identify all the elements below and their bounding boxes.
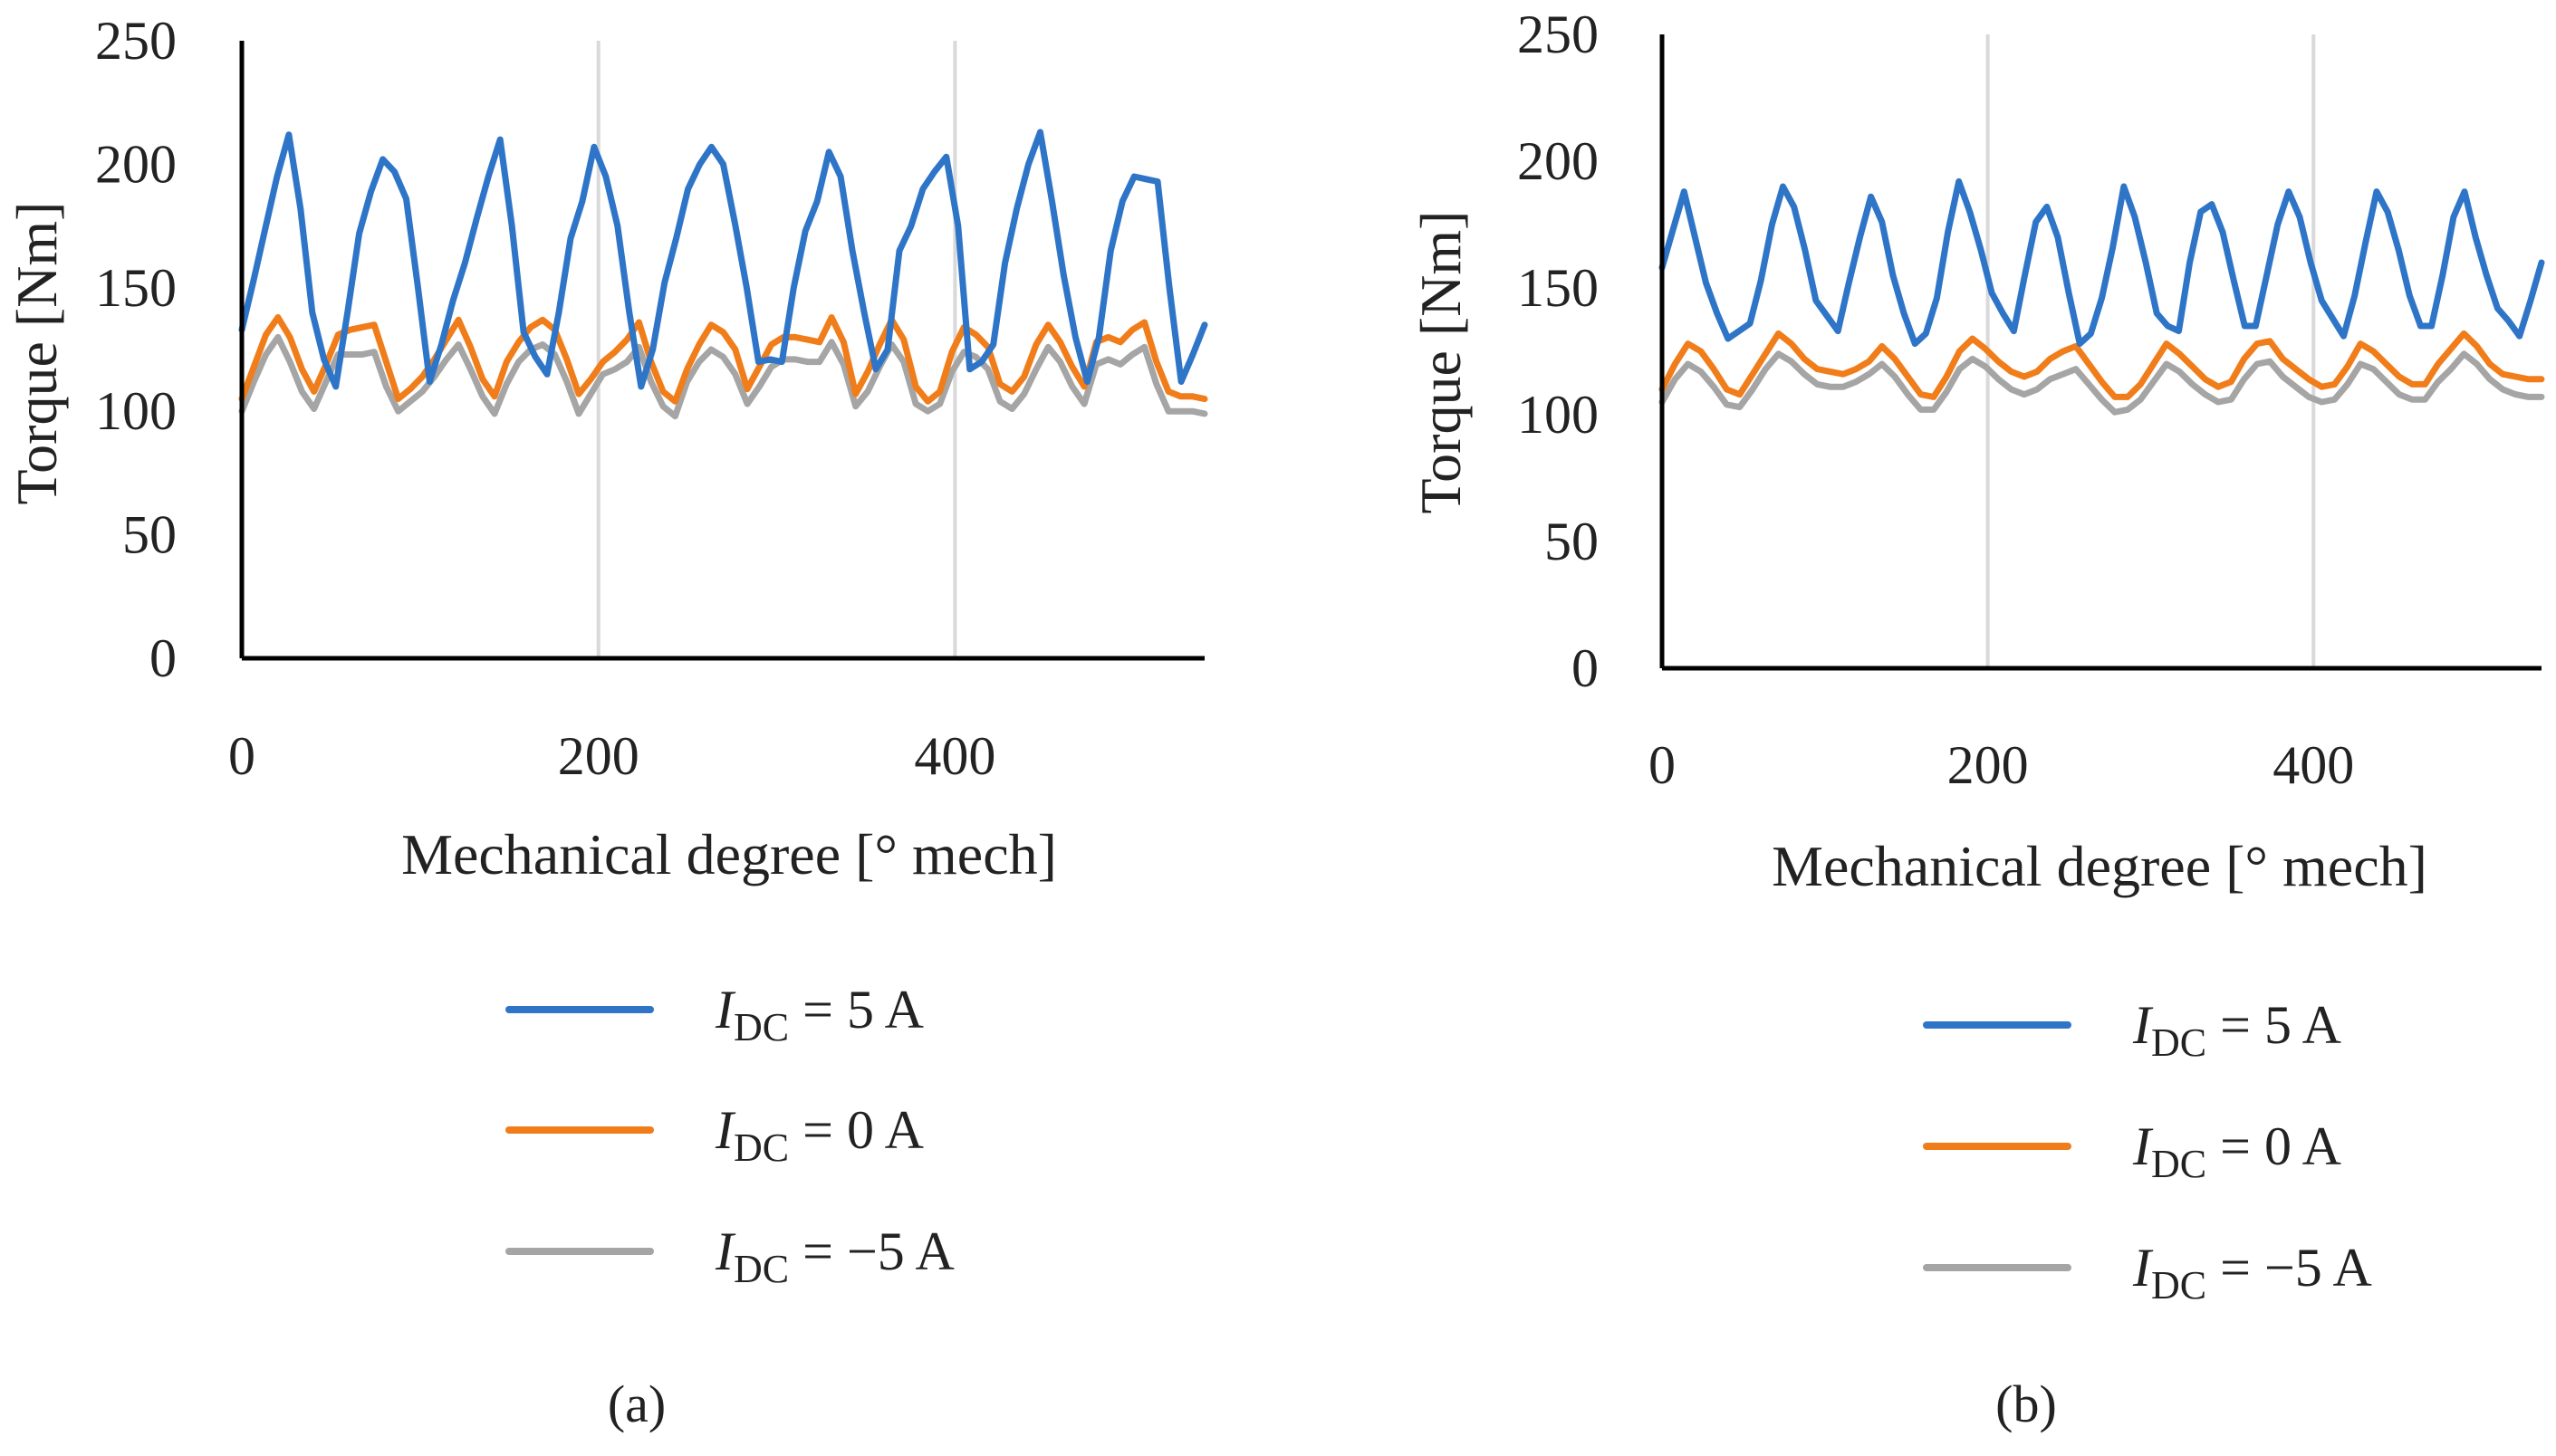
panel-b-series-line-1 [1658, 330, 2545, 400]
panel-b-gridlines [1985, 34, 2316, 668]
panel-a-x-tick-label-400: 400 [914, 726, 995, 786]
panel-b-legend-item-2: IDC = −5 A [1923, 1238, 2372, 1308]
panel-b-x-axis-label: Mechanical degree [° mech] [1772, 834, 2427, 898]
panel-b-series-line-0 [1658, 177, 2545, 348]
panel-b-y-tick-label-150: 150 [1517, 258, 1599, 318]
panel-a-legend-item-1: IDC = 0 A [505, 1100, 924, 1170]
panel-b-legend-label-0: IDC = 5 A [2132, 995, 2341, 1065]
panel-a-series-line-2 [238, 333, 1208, 420]
panel-a-x-tick-labels: 0 200 400 [228, 726, 995, 786]
panel-b-series [1658, 177, 2545, 416]
panel-a-y-tick-label-250: 250 [95, 11, 177, 71]
panel-b-y-tick-label-250: 250 [1517, 5, 1599, 64]
panel-a-y-tick-label-100: 100 [95, 381, 177, 441]
panel-a: 0 50 100 150 200 250 0 200 400 Mechanical degre… [5, 11, 1208, 1433]
panel-b-x-tick-label-200: 200 [1947, 735, 2029, 795]
panel-b-legend-label-1: IDC = 0 A [2132, 1116, 2341, 1186]
panel-b-y-tick-labels: 0 50 100 150 200 250 [1517, 5, 1599, 698]
panel-a-y-tick-labels: 0 50 100 150 200 250 [95, 11, 177, 688]
panel-a-series-line-1 [238, 314, 1208, 405]
panel-b-y-tick-label-0: 0 [1571, 638, 1599, 698]
panel-a-x-tick-label-200: 200 [558, 726, 639, 786]
panel-a-series-line-0 [238, 129, 1208, 390]
panel-a-legend-item-0: IDC = 5 A [505, 980, 924, 1049]
panel-b: 0 50 100 150 200 250 0 200 400 Mechanical degre… [1408, 5, 2545, 1433]
panel-a-label: (a) [608, 1375, 666, 1433]
panel-b-y-tick-label-50: 50 [1544, 512, 1599, 571]
panel-b-x-tick-label-0: 0 [1648, 735, 1676, 795]
panel-a-y-tick-label-50: 50 [122, 505, 177, 565]
panel-b-x-tick-labels: 0 200 400 [1648, 735, 2354, 795]
panel-b-legend-item-1: IDC = 0 A [1923, 1116, 2341, 1186]
panel-a-y-tick-label-0: 0 [149, 628, 177, 688]
panel-a-legend-item-2: IDC = −5 A [505, 1221, 955, 1291]
panel-a-y-tick-label-200: 200 [95, 134, 177, 194]
panel-a-legend: IDC = 5 A IDC = 0 A IDC = −5 A [505, 980, 955, 1291]
panel-b-label: (b) [1995, 1375, 2057, 1433]
panel-b-series-line-2 [1658, 350, 2545, 416]
panel-a-x-axis-label: Mechanical degree [° mech] [401, 822, 1057, 886]
panel-a-y-axis-label: Torque [Nm] [5, 202, 69, 505]
panel-b-legend-item-0: IDC = 5 A [1923, 995, 2341, 1065]
panel-a-legend-label-1: IDC = 0 A [715, 1100, 924, 1170]
panel-a-x-tick-label-0: 0 [228, 726, 255, 786]
panel-b-y-axis-label: Torque [Nm] [1408, 211, 1473, 514]
panel-b-y-tick-label-200: 200 [1517, 131, 1599, 191]
panel-b-x-tick-label-400: 400 [2273, 735, 2354, 795]
panel-a-series [238, 129, 1208, 420]
panel-b-legend: IDC = 5 A IDC = 0 A IDC = −5 A [1923, 995, 2372, 1308]
panel-b-legend-label-2: IDC = −5 A [2132, 1238, 2372, 1308]
panel-b-y-tick-label-100: 100 [1517, 385, 1599, 445]
panel-a-legend-label-2: IDC = −5 A [715, 1221, 955, 1291]
panel-a-legend-label-0: IDC = 5 A [715, 980, 924, 1049]
panel-a-y-tick-label-150: 150 [95, 258, 177, 318]
